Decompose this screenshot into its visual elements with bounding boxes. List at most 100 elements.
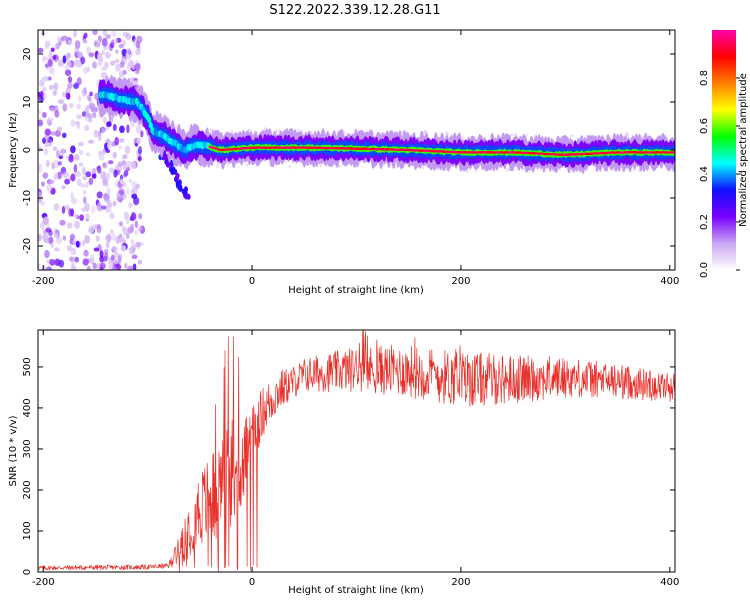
heatmap-noise-cell	[130, 239, 134, 245]
heatmap-noise-cell	[111, 233, 117, 242]
heatmap-noise-cell	[81, 166, 86, 176]
heatmap-noise-cell	[65, 53, 70, 62]
heatmap-noise-cell	[102, 178, 108, 186]
heatmap-speckle-cell	[174, 126, 178, 130]
heatmap-noise-cell	[62, 235, 66, 241]
y-tick-label: -20	[22, 238, 33, 254]
heatmap-noise-cell	[92, 262, 97, 270]
heatmap-noise-cell	[42, 56, 49, 61]
heatmap-noise-cell	[70, 264, 76, 270]
colorbar-tick-label: 0.6	[699, 118, 710, 134]
snr-panel: -200 0 200 400 0 100 200 300 400 500 Height of s…	[8, 329, 679, 596]
x-tick-label: 400	[660, 577, 679, 588]
heatmap-noise-cell	[93, 247, 100, 252]
heatmap-noise-cell	[77, 51, 83, 59]
heatmap-noise-cell	[131, 254, 138, 260]
heatmap-noise-cell	[48, 50, 53, 60]
snr-x-label: Height of straight line (km)	[288, 585, 424, 596]
heatmap-noise-cell	[55, 42, 60, 50]
heatmap-noise-cell	[46, 183, 53, 193]
heatmap-noise-cell	[48, 85, 54, 91]
heatmap-speckle-cell	[310, 130, 313, 134]
heatmap-noise-cell	[78, 149, 84, 155]
heatmap-noise-cell	[57, 171, 62, 180]
heatmap-noise-cell	[104, 248, 109, 255]
heatmap-noise-cell	[105, 51, 111, 59]
heatmap-noise-cell	[71, 258, 75, 267]
heatmap-noise-cell	[62, 55, 67, 64]
heatmap-noise-cell	[134, 229, 139, 236]
colorbar-tick-label: 0.2	[699, 214, 710, 230]
heatmap-speckle-cell	[209, 130, 213, 134]
heatmap-noise-cell	[74, 213, 79, 219]
heatmap-noise-cell	[79, 214, 84, 222]
heatmap-noise-cell	[62, 171, 69, 178]
heatmap-noise-cell	[122, 226, 128, 236]
heatmap-noise-cell	[61, 205, 66, 214]
heatmap-noise-cell	[119, 137, 125, 143]
heatmap-noise-cell	[97, 165, 102, 174]
heatmap-noise-cell	[125, 218, 130, 225]
heatmap-noise-cell	[104, 197, 111, 203]
colorbar-tick-label: 0.4	[699, 166, 710, 182]
heatmap-noise-cell	[76, 178, 82, 187]
heatmap-speckle-cell	[319, 163, 323, 168]
heatmap-noise-cell	[54, 232, 58, 239]
heatmap-noise-cell	[85, 171, 92, 178]
heatmap-noise-cell	[42, 137, 46, 144]
x-tick-label: 200	[451, 577, 470, 588]
heatmap-noise-cell	[87, 118, 93, 123]
heatmap-noise-cell	[78, 162, 84, 167]
heatmap-noise-cell	[96, 224, 102, 234]
heatmap-noise-cell	[74, 40, 81, 49]
spectrogram-heatmap	[38, 30, 675, 270]
heatmap-noise-cell	[93, 92, 99, 101]
colorbar-tick-label: 0.8	[699, 70, 710, 86]
snr-series-line	[37, 330, 676, 572]
heatmap-noise-cell	[92, 111, 97, 119]
heatmap-noise-cell	[85, 152, 91, 157]
heatmap-noise-cell	[56, 149, 60, 158]
heatmap-noise-cell	[74, 220, 80, 230]
heatmap-noise-cell	[112, 200, 117, 207]
heatmap-branch-cell	[186, 193, 191, 200]
heatmap-noise-cell	[131, 180, 137, 188]
heatmap-noise-cell	[41, 265, 47, 270]
heatmap-noise-cell	[105, 34, 111, 40]
heatmap-noise-cell	[67, 76, 73, 84]
heatmap-noise-cell	[74, 170, 82, 177]
heatmap-noise-cell	[61, 185, 66, 190]
heatmap-noise-cell	[138, 213, 143, 220]
heatmap-branch-cell	[178, 185, 183, 192]
heatmap-noise-cell	[131, 193, 138, 199]
heatmap-noise-cell	[136, 137, 141, 145]
heatmap-noise-cell	[42, 111, 47, 119]
heatmap-speckle-cell	[510, 133, 514, 137]
heatmap-noise-cell	[111, 30, 117, 38]
heatmap-noise-cell	[99, 266, 104, 270]
heatmap-noise-cell	[81, 240, 86, 247]
heatmap-noise-cell	[52, 90, 57, 96]
heatmap-noise-cell	[70, 192, 74, 200]
heatmap-noise-cell	[47, 236, 54, 245]
heatmap-noise-cell	[105, 233, 112, 242]
heatmap-noise-cell	[106, 187, 111, 196]
heatmap-noise-cell	[48, 117, 54, 122]
heatmap-noise-cell	[140, 130, 144, 138]
heatmap-noise-cell	[92, 61, 97, 69]
heatmap-noise-cell	[76, 114, 82, 120]
heatmap-speckle-cell	[465, 169, 469, 174]
heatmap-noise-cell	[84, 182, 89, 189]
heatmap-noise-cell	[112, 151, 117, 159]
heatmap-speckle-cell	[626, 131, 630, 136]
heatmap-noise-cell	[126, 167, 131, 172]
heatmap-noise-cell	[130, 212, 137, 221]
y-tick-label: 0	[22, 147, 33, 153]
heatmap-noise-cell	[48, 65, 53, 75]
heatmap-noise-cell	[45, 227, 52, 233]
heatmap-noise-cell	[70, 145, 76, 154]
heatmap-noise-cell	[123, 173, 127, 178]
heatmap-noise-cell	[49, 259, 56, 266]
heatmap-track-cell	[147, 116, 152, 124]
x-tick-label: 0	[249, 577, 255, 588]
